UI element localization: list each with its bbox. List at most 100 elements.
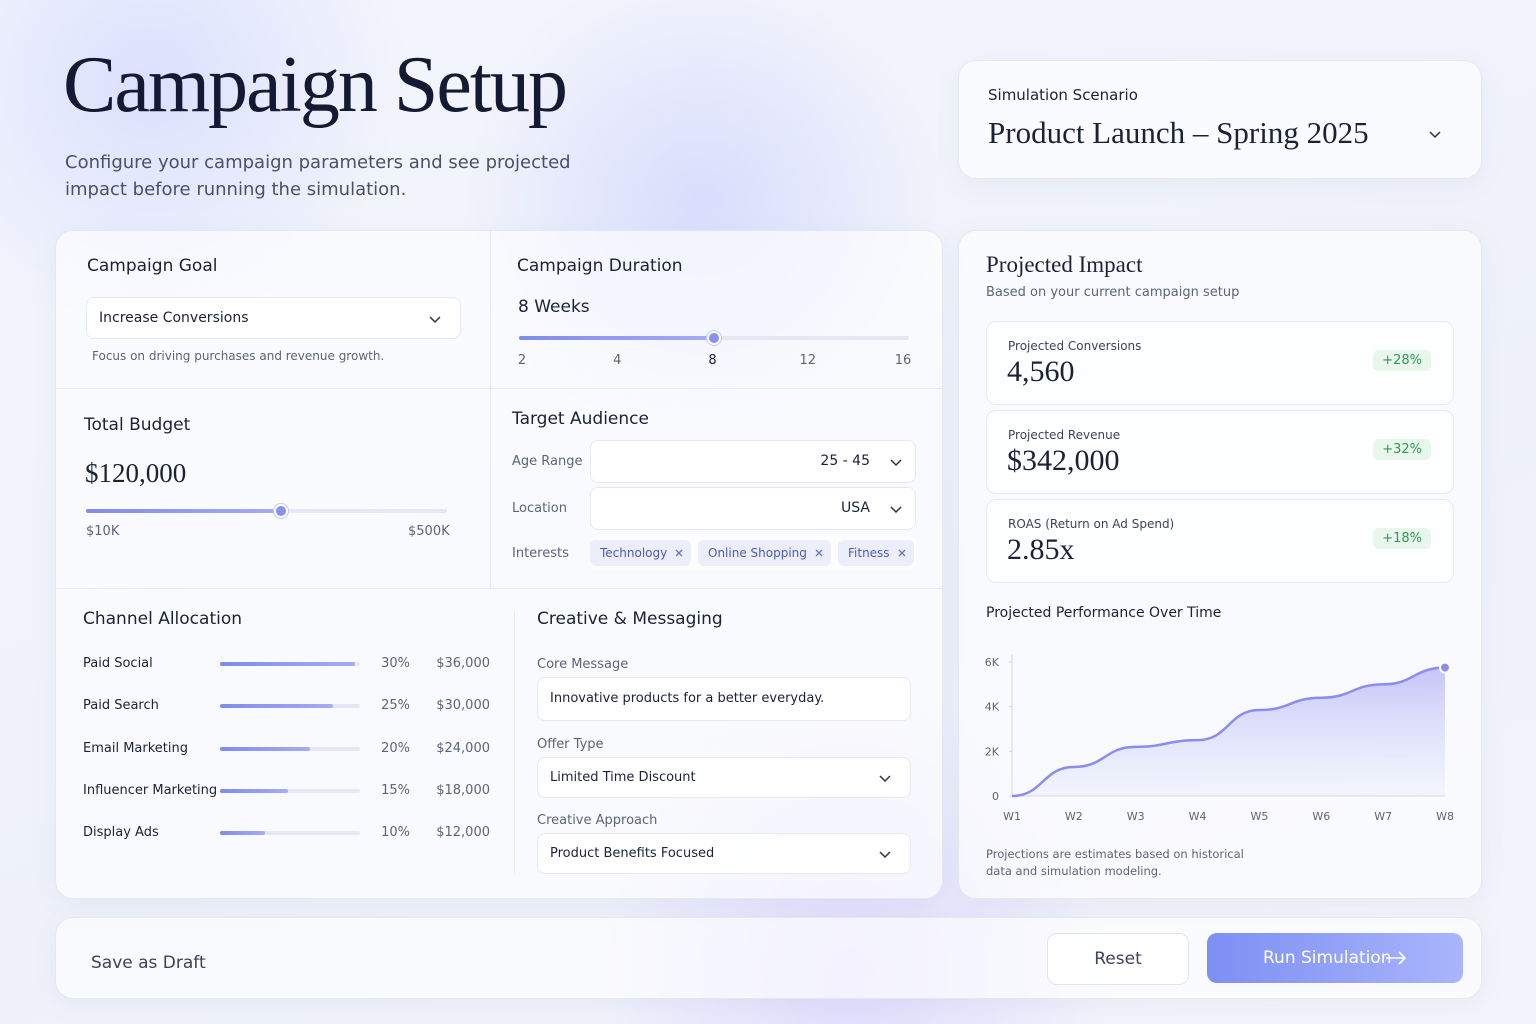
channel-share: 15% [381, 782, 410, 798]
chevron [890, 459, 902, 467]
channel-share: 20% [381, 740, 410, 756]
duration-fill [519, 336, 713, 340]
scenario-card[interactable]: Simulation Scenario Product Launch – Spr… [958, 60, 1482, 179]
interest-chip[interactable]: Technology [590, 540, 692, 566]
goal-title: Campaign Goal [87, 256, 218, 276]
channels-title: Channel Allocation [83, 609, 243, 629]
chevron [879, 775, 891, 783]
budget-fill [86, 509, 280, 513]
approach-select[interactable]: Product Benefits Focused [537, 833, 911, 874]
duration-tick-label: 2 [517, 353, 527, 368]
location-value: USA [841, 500, 870, 516]
chevron [879, 851, 891, 859]
save-draft-button[interactable]: Save as Draft [91, 953, 206, 973]
channel-amount: $36,000 [436, 656, 490, 671]
channel-bar [220, 704, 333, 709]
divider [490, 388, 942, 389]
channel-name: Display Ads [83, 825, 159, 841]
channel-share: 25% [381, 698, 410, 714]
metric-value: 2.85x [1007, 533, 1075, 566]
channel-bar [220, 831, 266, 836]
location-label: Location [512, 501, 567, 516]
chevron [429, 316, 441, 324]
arrow-icon [1386, 951, 1407, 965]
page-title: Campaign Setup [63, 41, 568, 129]
divider [514, 611, 515, 873]
creative-title: Creative & Messaging [537, 609, 723, 629]
metric-label: ROAS (Return on Ad Spend) [1008, 517, 1175, 531]
chevron [890, 506, 902, 514]
budget-title: Total Budget [84, 415, 191, 435]
impact-note: Projections are estimates based on histo… [986, 847, 1244, 878]
approach-label: Creative Approach [537, 813, 658, 828]
duration-tick-label: 8 [708, 353, 717, 368]
offer-select[interactable]: Limited Time Discount [537, 757, 911, 798]
channel-share: 30% [381, 656, 410, 671]
channel-name: Paid Social [83, 656, 153, 671]
channel-share: 10% [381, 825, 410, 841]
goal-selected: Increase Conversions [99, 310, 249, 326]
budget-value: $120,000 [85, 458, 187, 488]
budget-max: $500K [408, 524, 450, 539]
run-button[interactable]: Run Simulation [1207, 933, 1463, 983]
core-label: Core Message [537, 657, 629, 672]
remove-icon [675, 549, 683, 557]
channel-name: Influencer Marketing [83, 782, 218, 798]
age-select[interactable]: 25 - 45 [590, 440, 916, 483]
goal-select[interactable]: Increase Conversions [86, 297, 461, 339]
interest-chip[interactable]: Fitness [838, 540, 914, 566]
metric-label: Projected Conversions [1008, 339, 1142, 353]
channel-name: Paid Search [83, 698, 159, 714]
channel-bar [220, 746, 311, 751]
metric-card: Projected Revenue $342,000 +32% [986, 410, 1454, 494]
impact-title: Projected Impact [986, 252, 1143, 277]
approach-value: Product Benefits Focused [550, 846, 715, 861]
reset-button[interactable]: Reset [1047, 933, 1189, 985]
duration-tick-label: 4 [613, 353, 622, 368]
scenario-label: Simulation Scenario [988, 86, 1138, 104]
duration-tick-label: 12 [799, 353, 817, 368]
duration-thumb[interactable] [706, 331, 721, 345]
metric-change: +32% [1373, 439, 1431, 460]
duration-value: 8 Weeks [518, 297, 590, 317]
budget-min: $10K [86, 524, 120, 539]
channel-track [220, 831, 360, 836]
duration-title: Campaign Duration [517, 256, 683, 276]
metric-card: ROAS (Return on Ad Spend) 2.85x +18% [986, 499, 1454, 583]
offer-label: Offer Type [537, 737, 604, 752]
remove-icon [815, 549, 823, 557]
core-value: Innovative products for a better everyda… [550, 691, 825, 706]
run-label: Run Simulation [1263, 948, 1392, 968]
duration-tick-label: 16 [894, 353, 912, 368]
location-select[interactable]: USA [590, 487, 916, 530]
channel-name: Email Marketing [83, 740, 188, 756]
offer-value: Limited Time Discount [550, 770, 696, 785]
channel-track [220, 788, 360, 793]
channel-amount: $18,000 [436, 782, 490, 798]
age-value: 25 - 45 [820, 453, 870, 469]
divider [56, 388, 490, 389]
metric-change: +28% [1373, 350, 1431, 371]
divider [490, 231, 491, 588]
page-subtitle: Configure your campaign parameters and s… [65, 152, 571, 200]
divider [56, 588, 942, 589]
chart-title: Projected Performance Over Time [986, 605, 1222, 621]
interests-label: Interests [512, 546, 569, 561]
channel-amount: $12,000 [436, 825, 490, 841]
goal-hint: Focus on driving purchases and revenue g… [92, 349, 385, 363]
audience-title: Target Audience [512, 409, 649, 429]
remove-icon [898, 549, 906, 557]
channel-amount: $30,000 [436, 698, 490, 714]
interest-chip[interactable]: Online Shopping [698, 540, 831, 566]
core-input[interactable]: Innovative products for a better everyda… [537, 677, 911, 721]
metric-card: Projected Conversions 4,560 +28% [986, 321, 1454, 405]
channel-bar [220, 788, 288, 793]
metric-label: Projected Revenue [1008, 428, 1121, 442]
metric-change: +18% [1373, 528, 1431, 549]
impact-subtitle: Based on your current campaign setup [986, 285, 1240, 300]
budget-thumb[interactable] [274, 504, 288, 518]
metric-value: 4,560 [1007, 355, 1075, 388]
scenario-value: Product Launch – Spring 2025 [988, 115, 1369, 150]
chevron [1429, 131, 1441, 139]
